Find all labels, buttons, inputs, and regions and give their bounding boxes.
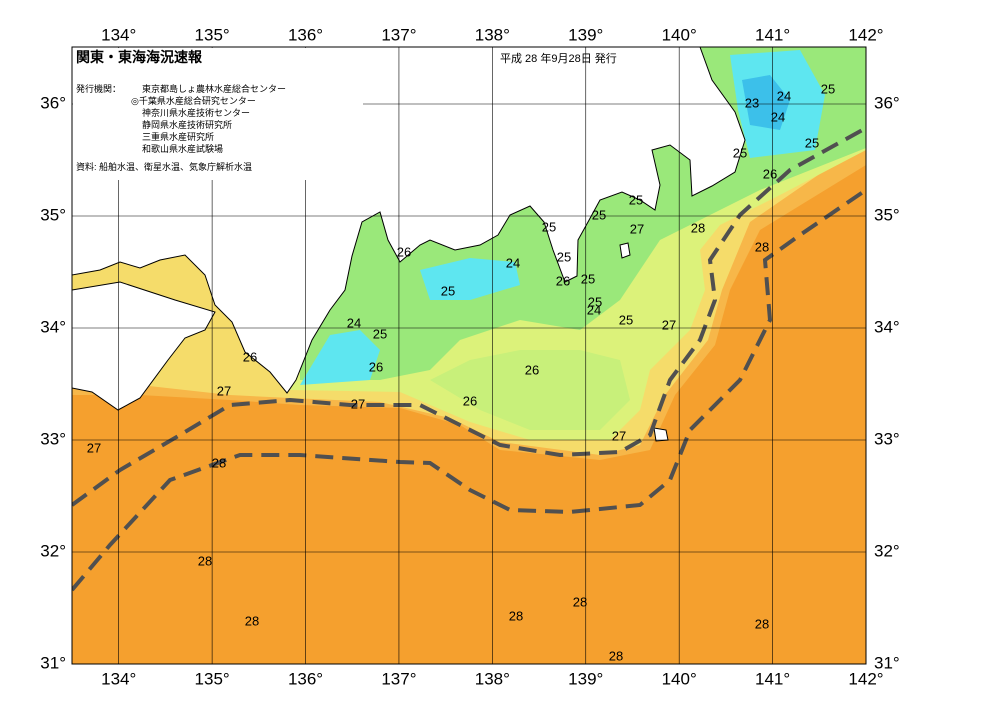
land [72, 281, 216, 411]
contour-label: 25 [821, 81, 835, 96]
contour-label: 27 [662, 317, 676, 332]
latitude-label: 34° [40, 317, 66, 336]
yellow-green-patch [430, 350, 630, 430]
latitude-label: 35° [40, 205, 66, 224]
contour-label: 27 [217, 383, 231, 398]
cool-patch [420, 258, 520, 300]
contour-label: 24 [777, 88, 791, 103]
issuer: 三重県水産研究所 [142, 131, 214, 142]
longitude-label: 142° [848, 669, 883, 688]
longitude-label: 141° [755, 669, 790, 688]
contour-label: 27 [87, 440, 101, 455]
current-axis [72, 126, 866, 507]
contour-label: 25 [557, 249, 571, 264]
latitude-label: 33° [874, 429, 900, 448]
contour-label: 26 [369, 359, 383, 374]
contour-label: 25 [542, 219, 556, 234]
longitude-label: 135° [195, 669, 230, 688]
contour-label: 28 [245, 613, 259, 628]
title: 関東・東海海況速報 [76, 49, 203, 65]
contour-label: 26 [463, 393, 477, 408]
latitude-label: 34° [874, 317, 900, 336]
contour-label: 25 [733, 145, 747, 160]
contour-label: 26 [397, 244, 411, 259]
contour-label: 25 [805, 135, 819, 150]
longitude-label: 137° [381, 25, 416, 44]
contour-label: 28 [509, 608, 523, 623]
longitude-label: 138° [475, 669, 510, 688]
contour-label: 27 [351, 396, 365, 411]
contour-label: 26 [243, 349, 257, 364]
current-axis [72, 188, 866, 592]
latitude-label: 35° [874, 205, 900, 224]
contour-label: 24 [347, 315, 361, 330]
contour-label: 28 [691, 220, 705, 235]
date: 平成 28 年9月28日 発行 [500, 51, 617, 65]
contour-label: 28 [755, 239, 769, 254]
info-panel [73, 48, 363, 180]
contour-label: 25 [373, 326, 387, 341]
latitude-label: 32° [40, 541, 66, 560]
latitude-label: 31° [874, 653, 900, 672]
contour-label: 28 [573, 594, 587, 609]
longitude-label: 139° [568, 669, 603, 688]
contour-label: 25 [588, 294, 602, 309]
contour-label: 28 [198, 553, 212, 568]
contour-label: 28 [755, 616, 769, 631]
contour-label: 26 [525, 362, 539, 377]
latitude-label: 32° [874, 541, 900, 560]
contour-label: 24 [771, 109, 785, 124]
source: 資料: 船舶水温、衛星水温、気象庁解析水温 [76, 161, 252, 172]
latitude-label: 36° [40, 93, 66, 112]
contour-label: 27 [630, 221, 644, 236]
contour-label: 25 [441, 283, 455, 298]
longitude-label: 134° [101, 669, 136, 688]
issuer: 静岡県水産技術研究所 [142, 119, 232, 130]
longitude-label: 136° [288, 25, 323, 44]
longitude-label: 140° [662, 25, 697, 44]
contour-label: 27 [612, 428, 626, 443]
cold-core [742, 75, 790, 130]
contour-label: 25 [592, 207, 606, 222]
contour-label: 24 [506, 255, 520, 270]
longitude-label: 134° [101, 25, 136, 44]
latitude-label: 33° [40, 429, 66, 448]
contour-label: 28 [609, 648, 623, 663]
longitude-label: 137° [381, 669, 416, 688]
longitude-label: 138° [475, 25, 510, 44]
issuer: 東京都島しょ農林水産総合センター [142, 83, 286, 94]
longitude-label: 136° [288, 669, 323, 688]
island [653, 427, 669, 442]
issuer: 和歌山県水産試験場 [142, 143, 223, 154]
latitude-label: 31° [40, 653, 66, 672]
contour-label: 26 [556, 273, 570, 288]
longitude-label: 142° [848, 25, 883, 44]
issuer-label: 発行機関： [76, 83, 121, 94]
contour-label: 25 [581, 271, 595, 286]
contour-label: 26 [763, 166, 777, 181]
frame [71, 46, 867, 665]
longitude-label: 140° [662, 669, 697, 688]
issuer: ◎千葉県水産総合研究センター [131, 95, 256, 106]
issuer: 神奈川県水産技術センター [142, 107, 250, 118]
longitude-label: 135° [195, 25, 230, 44]
contour-label: 28 [212, 455, 226, 470]
cool-patch [300, 330, 380, 385]
latitude-label: 36° [874, 93, 900, 112]
longitude-label: 141° [755, 25, 790, 44]
contour-label: 23 [745, 95, 759, 110]
longitude-label: 139° [568, 25, 603, 44]
island [619, 242, 631, 259]
contour-label: 24 [587, 302, 601, 317]
contour-label: 25 [629, 192, 643, 207]
contour-label: 25 [619, 312, 633, 327]
issuers: 東京都島しょ農林水産総合センター◎千葉県水産総合研究センター神奈川県水産技術セン… [131, 83, 286, 154]
degree-labels: 134° 134° 135° 135° 136° 136° 137° 137° 138° 138°… [40, 25, 899, 688]
